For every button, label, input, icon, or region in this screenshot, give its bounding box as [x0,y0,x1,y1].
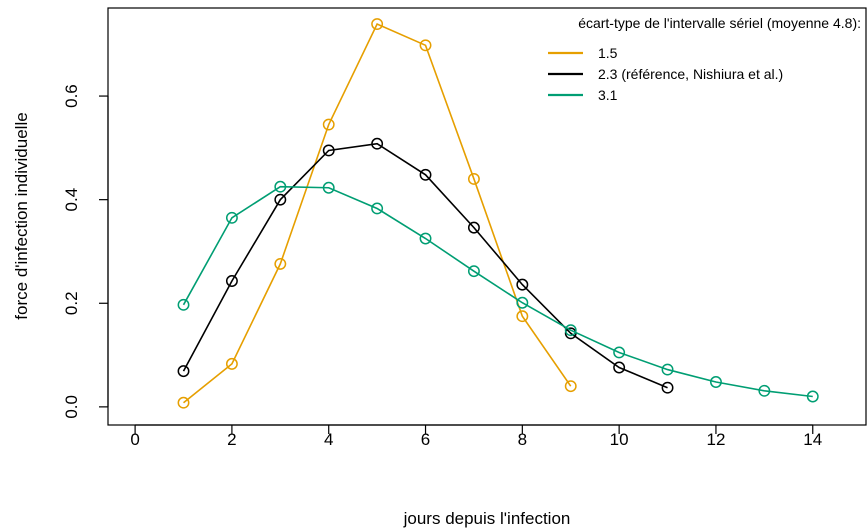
x-tick-label: 6 [421,430,430,449]
data-point [371,137,384,150]
series-1 [177,18,577,409]
data-point [613,346,626,359]
data-point [322,181,335,194]
x-tick-label: 2 [227,430,236,449]
x-tick-label: 8 [518,430,527,449]
data-point [274,180,287,193]
data-point [322,118,335,131]
data-point [661,363,674,376]
data-point [467,172,480,185]
y-tick-label: 0.4 [62,188,81,212]
x-tick-label: 14 [803,430,822,449]
data-point [806,390,819,403]
x-tick-label: 0 [130,430,139,449]
series-layer [177,18,819,409]
x-axis: 0 2 4 6 8 10 12 14 [130,424,822,449]
data-point [322,144,335,157]
data-point [419,168,432,181]
data-point [467,265,480,278]
y-tick-label: 0.6 [62,84,81,108]
data-point [371,18,384,31]
y-tick-label: 0.2 [62,291,81,315]
data-point [225,357,238,370]
data-point [274,193,287,206]
data-point [758,384,771,397]
y-axis-label: force d'infection individuelle [12,112,31,319]
y-axis: 0.0 0.2 0.4 0.6 [62,84,109,419]
data-point [613,361,626,374]
series-line [182,185,813,398]
data-point [419,39,432,52]
series-2 [177,137,674,394]
x-tick-label: 4 [324,430,333,449]
data-point [371,202,384,215]
x-tick-label: 12 [706,430,725,449]
legend-entry-label: 2.3 (référence, Nishiura et al.) [598,66,783,82]
data-point [177,298,190,311]
data-point [564,324,577,337]
data-point [225,275,238,287]
data-point [709,376,722,388]
data-point [516,278,529,291]
legend-entry-label: 3.1 [598,87,618,103]
data-point [274,257,287,270]
series-line [183,23,572,404]
data-point [516,310,529,323]
series-3 [177,180,819,403]
data-point [177,396,190,409]
data-point [419,232,432,245]
data-point [564,380,577,393]
data-point [516,296,529,309]
data-point [661,381,674,394]
legend-title: écart-type de l'intervalle sériel (moyen… [578,15,861,31]
legend-entry-label: 1.5 [598,45,618,61]
x-axis-label: jours depuis l'infection [403,509,571,528]
x-tick-label: 10 [610,430,629,449]
legend: écart-type de l'intervalle sériel (moyen… [548,15,861,103]
data-point [177,365,190,378]
data-point [467,221,480,234]
y-tick-label: 0.0 [62,395,81,419]
data-point [225,211,238,224]
series-line [182,142,668,389]
